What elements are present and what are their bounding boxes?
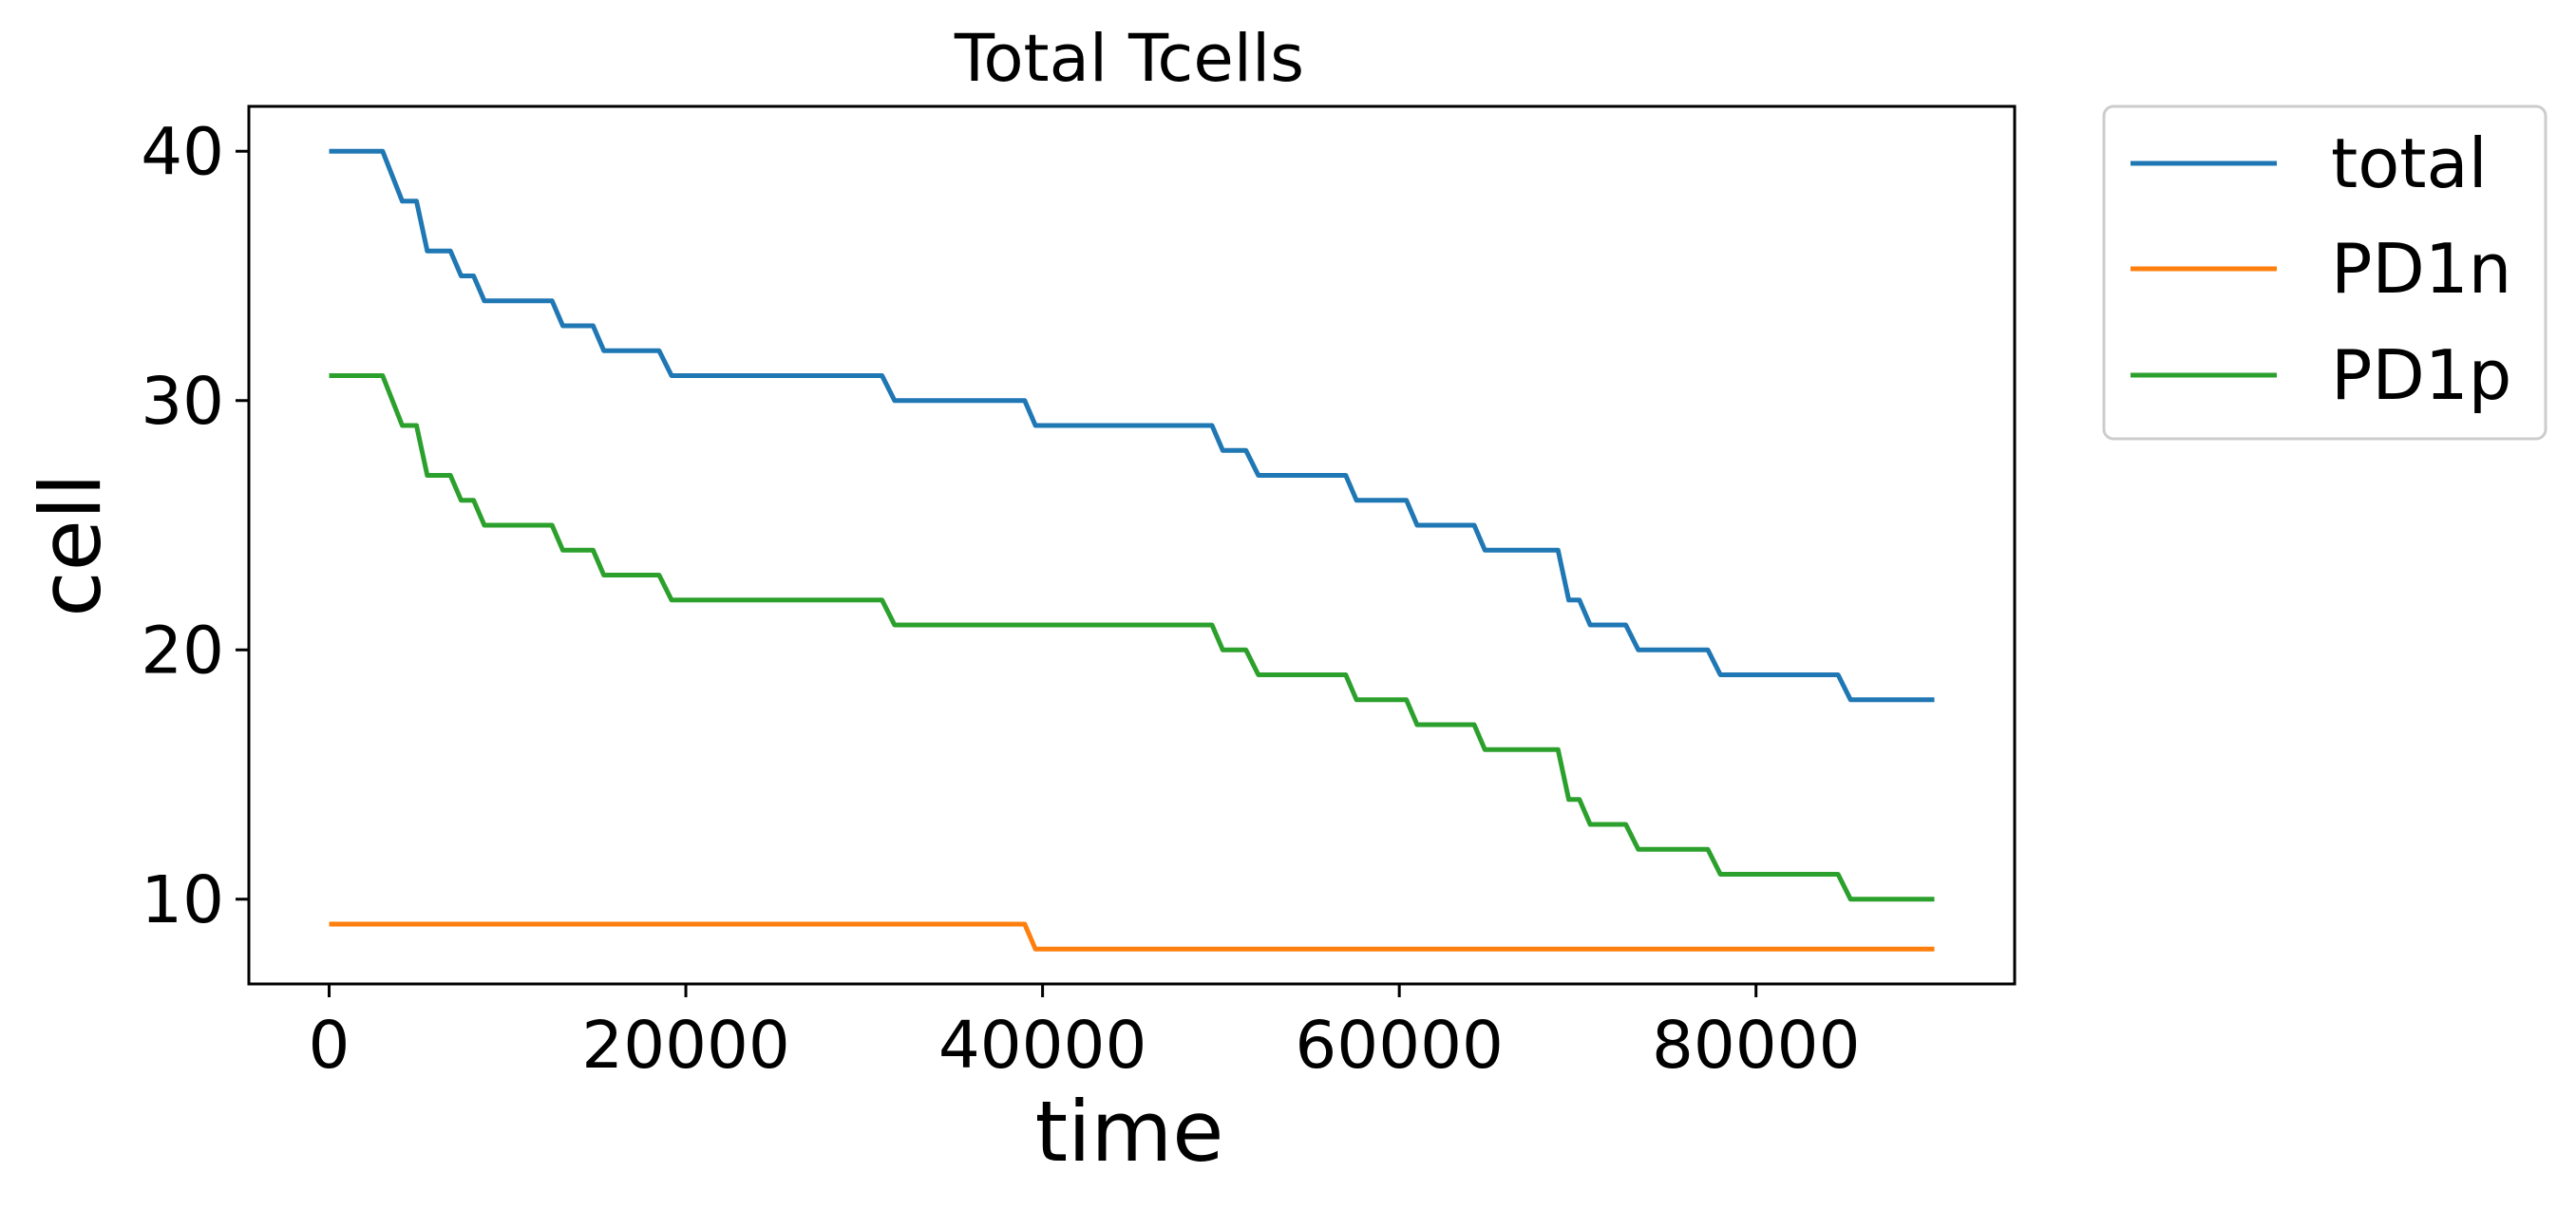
y-tick-label: 40 xyxy=(141,114,224,190)
series-line-total xyxy=(329,148,1935,703)
x-tick-label: 80000 xyxy=(1652,1008,1861,1084)
y-axis: 10 20 30 40 xyxy=(141,114,249,938)
series-line-pd1p xyxy=(329,373,1935,902)
x-axis-label: time xyxy=(1035,1083,1224,1181)
x-axis: 0 20000 40000 60000 80000 xyxy=(309,984,1861,1084)
x-tick-label: 60000 xyxy=(1295,1008,1504,1084)
x-tick-label: 0 xyxy=(309,1008,350,1084)
x-tick-label: 40000 xyxy=(938,1008,1147,1084)
series-line-pd1n xyxy=(329,921,1935,952)
legend-label-pd1n: PD1n xyxy=(2331,229,2511,309)
legend: total PD1n PD1p xyxy=(2102,104,2548,441)
y-tick-label: 10 xyxy=(141,862,224,938)
legend-label-total: total xyxy=(2331,123,2488,203)
plot-frame xyxy=(247,104,2017,986)
x-tick-label: 20000 xyxy=(581,1008,790,1084)
legend-label-pd1p: PD1p xyxy=(2331,335,2511,415)
y-tick-label: 20 xyxy=(141,613,224,689)
series-layer xyxy=(329,148,1935,952)
y-axis-label: cell xyxy=(22,473,120,616)
legend-box xyxy=(2102,104,2548,441)
y-tick-label: 30 xyxy=(141,364,224,440)
chart-title: Total Tcells xyxy=(954,21,1304,97)
